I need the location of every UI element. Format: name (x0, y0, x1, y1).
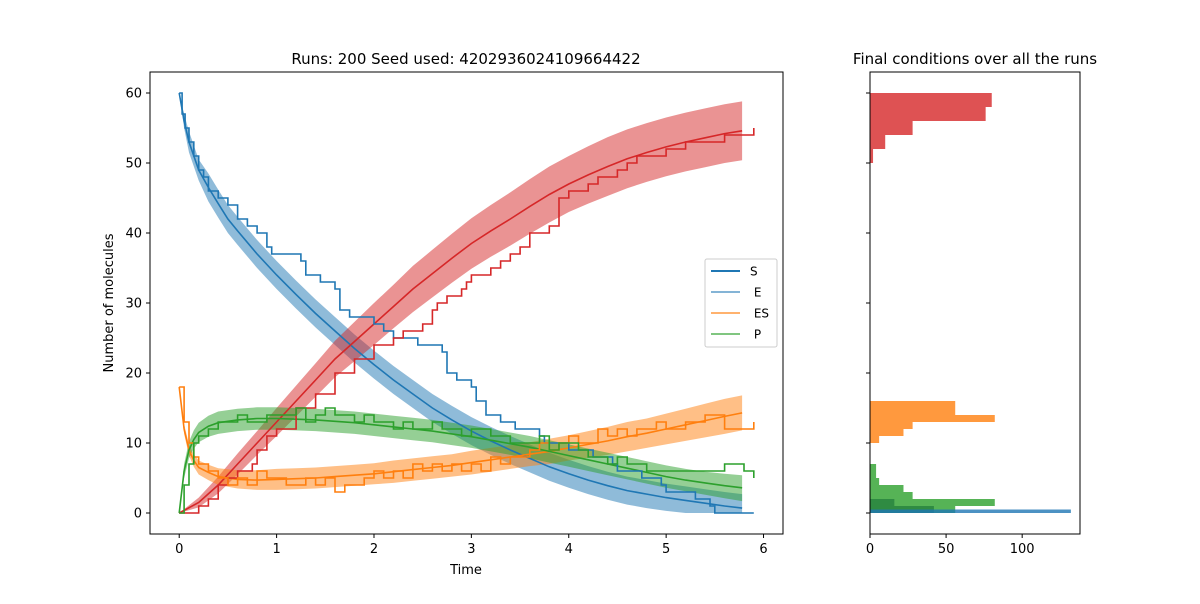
hist-bar-e (870, 499, 895, 506)
run-line-p (179, 128, 755, 514)
y-tick-label: 40 (125, 227, 142, 242)
mean-line-s (178, 92, 743, 509)
legend: S E ES P (704, 258, 778, 348)
side-histogram: 0 50 100 Final conditions over all the run… (853, 50, 1097, 557)
legend-label-e: E (750, 286, 761, 300)
y-tick-label: 60 (125, 87, 142, 102)
x-tick-label: 5 (662, 542, 670, 557)
x-tick-label: 3 (467, 542, 475, 557)
hist-bar-es (870, 436, 880, 443)
x-tick-label: 4 (565, 542, 573, 557)
y-tick-label: 0 (134, 507, 142, 522)
x-tick-label: 0 (175, 542, 183, 557)
hist-bar-p (870, 121, 913, 135)
side-x-tick-label: 100 (1010, 542, 1035, 557)
side-y-ticks (866, 92, 870, 514)
hist-bar-e (870, 464, 877, 471)
hist-bar-p (870, 135, 886, 149)
hist-bar-p (870, 107, 986, 121)
legend-label-es: ES (750, 307, 769, 321)
y-tick-label: 10 (125, 437, 142, 452)
band-p (179, 101, 743, 514)
main-y-ticks: 0 10 20 30 40 50 60 (125, 87, 150, 522)
x-tick-label: 2 (370, 542, 378, 557)
hist-bar-e (870, 471, 877, 478)
run-line-es (179, 386, 755, 493)
main-x-ticks: 0 1 2 3 4 5 6 (175, 534, 768, 557)
hist-bar-e (870, 492, 913, 499)
side-chart-title: Final conditions over all the runs (853, 50, 1097, 68)
main-chart: 0 1 2 3 4 5 6 0 10 20 30 40 50 60 Runs: 200 Seed use… (102, 50, 784, 578)
side-axes-frame (869, 71, 1081, 535)
y-tick-label: 50 (125, 157, 142, 172)
y-tick-label: 20 (125, 367, 142, 382)
hist-bar-e (870, 478, 880, 485)
hist-bar-e (870, 499, 995, 506)
hist-bar-es (870, 415, 995, 422)
hist-bar-es (870, 401, 956, 415)
legend-box (704, 258, 778, 348)
hist-bar-es (870, 422, 913, 429)
main-chart-title: Runs: 200 Seed used: 4202936024109664422 (291, 50, 640, 68)
side-x-ticks: 0 50 100 (866, 534, 1035, 557)
run-line-e (179, 407, 755, 514)
y-tick-label: 30 (125, 297, 142, 312)
hist-bar-p (870, 93, 992, 107)
mean-line-p (178, 130, 743, 514)
x-tick-label: 6 (759, 542, 767, 557)
hist-bar-s (870, 509, 1071, 513)
x-tick-label: 1 (272, 542, 280, 557)
x-axis-label: Time (449, 563, 482, 578)
hist-bar-e (870, 485, 904, 492)
hist-bar-es (870, 429, 904, 436)
y-axis-label: Number of molecules (102, 233, 117, 372)
hist-bar-p (870, 149, 874, 163)
series-lines (178, 92, 755, 514)
side-x-tick-label: 50 (938, 542, 955, 557)
side-x-tick-label: 0 (866, 542, 874, 557)
legend-label-p: P (750, 328, 761, 342)
histogram-bars (870, 93, 1071, 513)
legend-label-s: S (750, 265, 758, 279)
